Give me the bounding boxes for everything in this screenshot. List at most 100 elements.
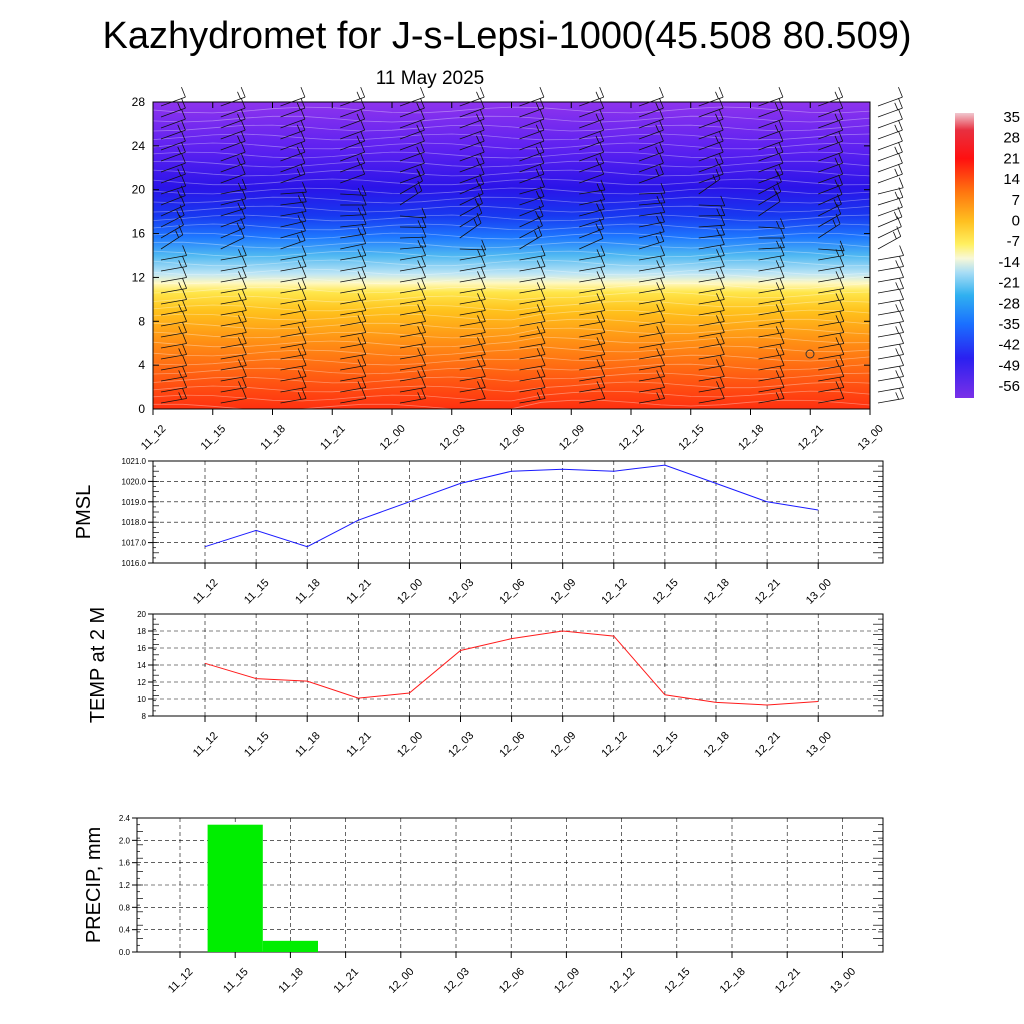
wind-barb: [220, 266, 247, 272]
wind-barb: [160, 255, 187, 261]
contour-line: [152, 115, 871, 123]
wind-barb-flag: [178, 392, 183, 400]
wind-barb-flag: [535, 102, 540, 110]
wind-barb-flag: [182, 355, 187, 366]
wind-barb: [160, 129, 186, 140]
wind-barb-flag: [835, 315, 840, 323]
colorbar-label: -56: [998, 378, 1020, 395]
heatmap-y-axis: 0 4 8 12 16 20 24 28: [132, 95, 870, 416]
wind-barb-flag: [660, 300, 665, 311]
y-tick-label: 14: [137, 661, 146, 670]
wind-barb-flag: [540, 267, 546, 278]
wind-barb: [818, 151, 843, 162]
wind-barb-flag: [238, 293, 242, 301]
wind-barb-flag: [416, 102, 421, 110]
wind-barb-flag: [898, 152, 903, 164]
wind-barb: [459, 398, 486, 404]
wind-barb-flag: [477, 337, 481, 345]
wind-barb: [220, 255, 247, 261]
wind-barb: [519, 118, 545, 129]
wind-barb: [160, 173, 186, 184]
wind-barb-flag: [237, 202, 242, 211]
x-tick-label: 11_15: [221, 966, 251, 996]
wind-barb: [340, 255, 366, 261]
wind-barb-flag: [899, 333, 904, 344]
wind-barb: [220, 227, 245, 239]
wind-barb-flag: [300, 86, 306, 98]
wind-barb: [280, 107, 306, 118]
wind-barb-flag: [600, 289, 606, 300]
x-tick-label: 12_09: [548, 577, 578, 607]
x-tick-label: 13_00: [828, 966, 858, 996]
wind-barb: [579, 365, 605, 371]
wind-barb-flag: [417, 220, 422, 228]
wind-barb-flag: [177, 146, 182, 154]
wind-barb-flag: [357, 187, 362, 196]
wind-barb-flag: [361, 322, 367, 333]
wind-barb-flag: [477, 315, 481, 323]
wind-barb: [220, 198, 247, 206]
y-axis-label: PMSL: [73, 485, 95, 539]
wind-barb: [818, 173, 843, 184]
wind-barb-flag: [301, 366, 307, 377]
wind-barb-flag: [360, 163, 366, 175]
wind-barb-flag: [357, 337, 362, 345]
wind-barb-flag: [656, 282, 661, 290]
wind-barb-flag: [596, 315, 601, 323]
y-tick-label: 18: [137, 627, 146, 636]
wind-barb-flag: [777, 171, 782, 182]
wind-barb: [459, 203, 483, 217]
wind-barb-flag: [182, 245, 187, 256]
wind-barb-flag: [835, 359, 840, 367]
wind-barb-flag: [238, 337, 242, 345]
wind-barb-flag: [716, 293, 720, 301]
wind-barb: [698, 162, 724, 173]
wind-barb-flag: [660, 267, 665, 278]
wind-barb: [459, 118, 485, 129]
wind-barb-flag: [596, 249, 601, 257]
wind-barb-flag: [477, 249, 481, 257]
wind-barb-flag: [361, 278, 367, 289]
wind-barb-flag: [839, 355, 845, 366]
wind-barb-flag: [361, 233, 367, 244]
wind-barb-flag: [540, 377, 546, 388]
wind-barb-flag: [539, 163, 545, 175]
wind-barb-flag: [660, 322, 665, 333]
wind-barb-flag: [656, 392, 661, 400]
wind-barb: [579, 140, 604, 151]
wind-barb-flag: [300, 141, 306, 153]
y-tick-label: 20: [132, 183, 146, 197]
wind-barb-flag: [178, 326, 183, 334]
x-tick-label: 12_12: [599, 577, 629, 607]
wind-barb-flag: [660, 211, 665, 223]
contour-line: [152, 124, 871, 132]
wind-barb-flag: [477, 359, 481, 367]
wind-barb: [160, 277, 187, 283]
wind-barb-flag: [656, 326, 661, 334]
wind-barb-flag: [599, 119, 605, 131]
wind-barb-flag: [895, 260, 900, 268]
y-tick-label: 1018.0: [122, 518, 147, 527]
wind-barb: [519, 321, 546, 327]
wind-barbs: [160, 86, 904, 404]
y-tick-label: 1.6: [119, 859, 131, 868]
wind-barb-flag: [779, 245, 785, 256]
wind-barb-flag: [718, 86, 724, 98]
wind-barb-flag: [241, 344, 247, 355]
wind-barb: [877, 332, 904, 338]
wind-barb-flag: [895, 392, 900, 400]
wind-barb: [638, 151, 664, 162]
x-tick-label: 11_12: [139, 423, 169, 453]
y-tick-label: 8: [138, 314, 145, 328]
wind-barb: [280, 332, 307, 338]
wind-barb-flag: [718, 163, 724, 175]
wind-barb: [399, 354, 426, 360]
colorbar-label: 0: [1012, 213, 1020, 230]
x-tick-label: 12_18: [702, 577, 732, 607]
x-tick-label: 12_06: [497, 577, 527, 607]
colorbar-label: 14: [1003, 171, 1020, 188]
wind-barb-flag: [540, 278, 546, 289]
wind-barb: [220, 237, 245, 250]
wind-barb-flag: [773, 187, 777, 195]
wind-barb-flag: [716, 359, 720, 367]
